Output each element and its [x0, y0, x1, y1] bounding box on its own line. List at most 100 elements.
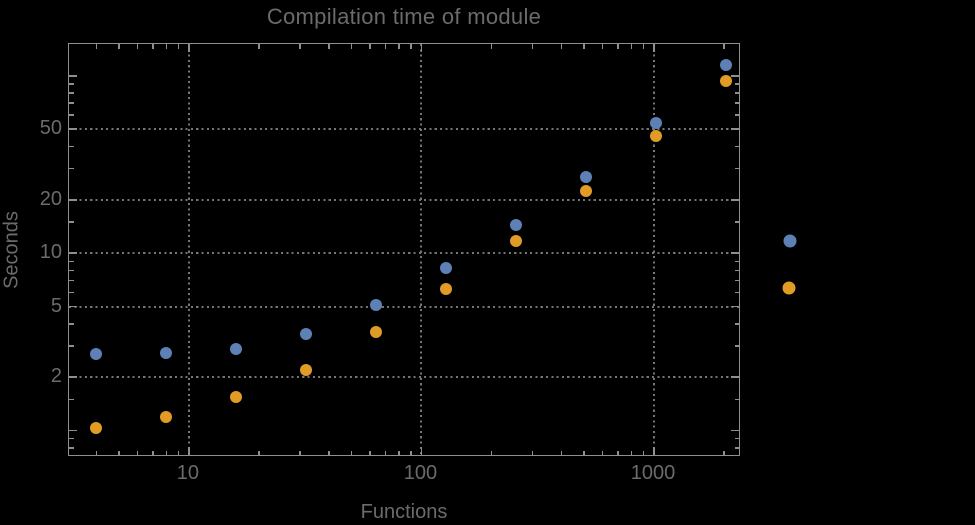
x-axis-tick-top [653, 44, 655, 52]
data-point-series-2-orange-x64 [370, 325, 383, 338]
y-axis-tick-right [734, 323, 739, 325]
x-axis-tick-top [583, 44, 585, 49]
y-axis-tick [69, 305, 77, 308]
x-axis-tick [350, 450, 353, 455]
y-axis-tick [69, 269, 74, 272]
x-axis-label: Functions [360, 501, 448, 523]
y-axis-tick [69, 279, 74, 282]
y-axis-tick [69, 221, 74, 223]
x-tick-label-1000: 1000 [630, 462, 676, 484]
data-point-series-1-blue-x64 [370, 299, 383, 312]
grid-line-x-100 [420, 44, 423, 455]
x-axis-tick [165, 450, 168, 455]
x-axis-tick-top [723, 44, 725, 49]
y-axis-tick-right [731, 429, 739, 432]
data-point-series-2-orange-x8 [160, 410, 173, 423]
x-axis-tick-top [152, 44, 154, 49]
x-axis-tick-top [630, 44, 633, 49]
x-axis-tick-top [95, 44, 98, 49]
data-point-series-1-blue-x8 [160, 346, 173, 359]
y-axis-tick-right [734, 260, 739, 263]
x-axis-tick-top [188, 44, 190, 52]
y-axis-tick-right [734, 345, 739, 347]
y-axis-tick-right [731, 252, 739, 254]
data-point-series-2-orange-x1024 [650, 129, 663, 142]
grid-line-x-10 [187, 44, 190, 455]
x-axis-tick-top [531, 44, 534, 49]
y-axis-tick-right [734, 291, 739, 294]
y-axis-tick-right [734, 437, 739, 440]
x-axis-tick [384, 450, 387, 455]
y-axis-tick-right [734, 145, 739, 148]
grid-line-y-5 [69, 305, 739, 308]
grid-line-y-50 [69, 128, 739, 131]
data-point-series-1-blue-x1024 [650, 117, 663, 130]
y-axis-tick [69, 376, 77, 378]
data-point-series-2-orange-x128 [440, 282, 453, 295]
x-axis-tick [95, 450, 98, 455]
y-axis-tick-right [734, 447, 739, 449]
y-axis-tick [69, 429, 77, 432]
x-axis-tick-top [398, 44, 400, 49]
x-axis-tick [410, 450, 412, 455]
x-axis-tick-top [420, 44, 423, 52]
x-axis-tick [299, 450, 301, 455]
data-point-series-1-blue-x16 [230, 342, 243, 355]
data-point-series-2-orange-x4 [90, 422, 103, 435]
x-axis-tick [188, 447, 190, 455]
y-tick-label-50: 50 [39, 117, 62, 140]
x-axis-tick-top [384, 44, 387, 49]
data-point-series-2-orange-x256 [510, 235, 523, 248]
x-axis-tick [152, 450, 154, 455]
y-axis-tick [69, 260, 74, 263]
x-axis-tick [369, 450, 371, 455]
x-axis-tick [601, 450, 604, 455]
y-axis-tick-right [734, 102, 739, 104]
x-axis-tick-top [490, 44, 493, 49]
x-axis-tick [723, 450, 725, 455]
y-tick-label-5: 5 [50, 294, 62, 317]
x-tick-label-10: 10 [176, 462, 200, 484]
y-axis-tick-right [731, 75, 739, 77]
x-axis-tick-top [350, 44, 353, 49]
y-axis-tick-right [734, 83, 739, 85]
y-axis-tick [69, 167, 74, 170]
y-axis-tick [69, 345, 74, 347]
data-point-series-1-blue-x512 [580, 170, 593, 183]
y-axis-tick-right [734, 221, 739, 223]
x-axis-tick [617, 450, 619, 455]
y-axis-tick [69, 102, 74, 104]
y-tick-label-20: 20 [39, 187, 62, 210]
x-axis-tick-top [410, 44, 412, 49]
y-axis-tick-right [734, 398, 739, 401]
y-axis-tick [69, 291, 74, 294]
x-axis-tick [490, 450, 493, 455]
x-axis-tick [642, 450, 645, 455]
y-axis-tick [69, 252, 77, 254]
y-axis-tick-right [734, 167, 739, 170]
x-axis-tick [328, 450, 330, 455]
x-axis-tick [398, 450, 400, 455]
x-axis-tick-top [258, 44, 260, 49]
y-tick-label-10: 10 [39, 241, 62, 264]
grid-line-y-20 [69, 198, 739, 201]
x-axis-tick-top [369, 44, 371, 49]
y-axis-tick [69, 323, 74, 325]
y-axis-tick-right [731, 128, 739, 130]
x-axis-tick [118, 450, 120, 455]
y-axis-tick [69, 83, 74, 85]
y-axis-tick-right [734, 269, 739, 272]
grid-line-x-1000 [653, 44, 656, 455]
y-axis-tick [69, 128, 77, 130]
data-point-series-2-orange-x32 [300, 363, 313, 376]
y-axis-tick [69, 447, 74, 449]
data-point-series-2-orange-x16 [230, 390, 243, 403]
legend-marker-series-2 [782, 281, 796, 295]
y-axis-tick [69, 75, 77, 77]
data-point-series-1-blue-x4 [90, 348, 103, 361]
x-tick-label-100: 100 [403, 462, 438, 484]
y-axis-tick [69, 92, 74, 94]
y-axis-tick-right [731, 199, 739, 201]
x-axis-tick-top [177, 44, 180, 49]
